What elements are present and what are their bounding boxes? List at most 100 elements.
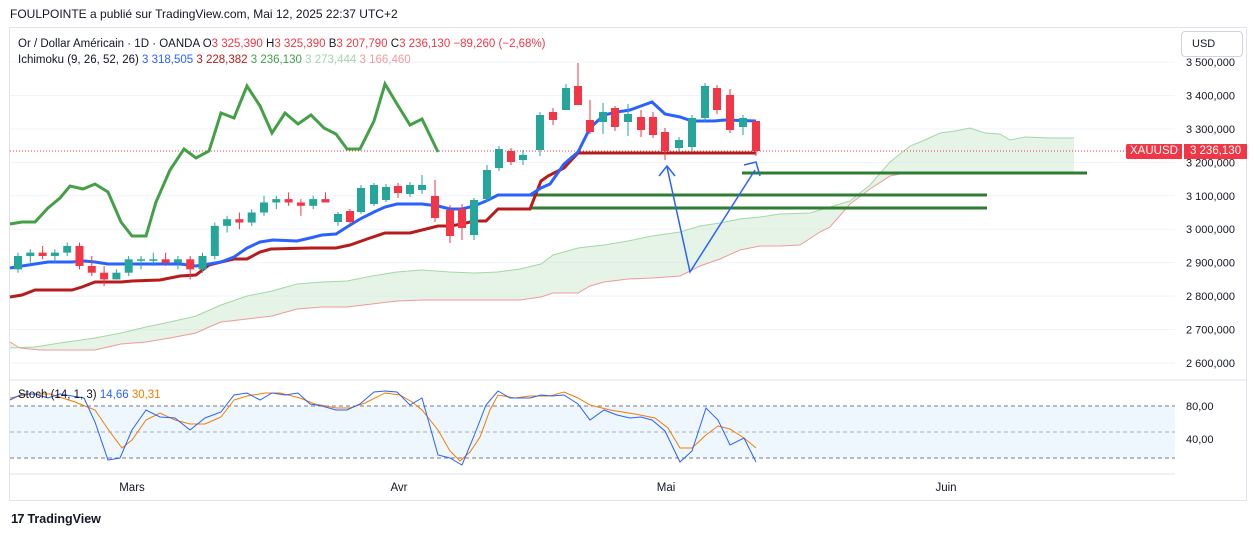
stoch-k-value: 14,66	[99, 389, 129, 401]
candle-body	[87, 266, 96, 273]
stoch-k-line	[9, 390, 757, 466]
chikou-span-line	[9, 80, 440, 238]
open-value: 3 325,390	[211, 38, 263, 50]
candle-body	[549, 112, 557, 120]
publisher-header: FOULPOINTE a publié sur TradingView.com,…	[10, 7, 398, 21]
candle-body	[14, 255, 22, 270]
candle-body	[701, 86, 709, 118]
price-tag-value: 3 236,130	[1183, 144, 1248, 159]
kijun-value: 3 228,382	[196, 54, 248, 66]
span-b-value: 3 166,460	[359, 54, 411, 66]
candle-body	[586, 120, 594, 132]
y-tick-label: 3 300,000	[1186, 124, 1235, 136]
candle-body	[161, 259, 170, 263]
instrument-name: Or / Dollar Américain · 1D · OANDA	[18, 38, 200, 50]
y-tick-label: 3 100,000	[1186, 191, 1235, 203]
candle-body	[519, 155, 527, 160]
candle-body	[186, 259, 195, 270]
candle-body	[309, 199, 318, 206]
candle-body	[284, 199, 293, 203]
candle-body	[198, 255, 207, 270]
x-tick-label: Mai	[657, 482, 676, 494]
stoch-legend[interactable]: Stoch (14, 1, 3) 14,66 30,31	[18, 389, 161, 401]
last-price-tag: XAUUSD 3 236,130	[1126, 144, 1248, 159]
candle-body	[137, 259, 145, 261]
span-a-value: 3 273,444	[305, 54, 357, 66]
stoch-tick-label: 80,00	[1186, 401, 1214, 413]
senkou-span-b-line	[9, 171, 1074, 351]
candle-body	[334, 214, 342, 222]
candle-body	[124, 259, 133, 273]
candle-body	[536, 115, 544, 150]
arrow-head-icon	[658, 164, 676, 177]
candle-body	[470, 200, 478, 235]
y-tick-label: 3 500,000	[1186, 57, 1235, 69]
candle-body	[149, 259, 158, 261]
candle-body	[507, 151, 515, 162]
candle-body	[321, 199, 330, 203]
stoch-label: Stoch (14, 1, 3)	[18, 389, 97, 401]
y-tick-label: 3 200,000	[1186, 157, 1235, 169]
candle-body	[574, 86, 582, 105]
open-label: O	[202, 38, 212, 50]
ichimoku-cloud	[9, 127, 1074, 351]
candle-body	[112, 272, 121, 280]
price-candles	[14, 63, 760, 287]
grid	[10, 61, 1175, 364]
candle-body	[726, 95, 734, 130]
tradingview-logo[interactable]: 17 TradingView	[11, 511, 101, 526]
candle-body	[562, 88, 570, 110]
candle-body	[495, 149, 503, 168]
candle-body	[223, 219, 232, 226]
low-value: 3 207,790	[336, 38, 388, 50]
candle-body	[431, 196, 439, 218]
candle-body	[357, 188, 365, 212]
support-levels	[530, 171, 1087, 210]
candle-body	[688, 118, 696, 147]
tenkan-sen-line	[9, 100, 757, 270]
candle-body	[38, 252, 47, 256]
high-label: H	[266, 38, 275, 50]
candle-body	[599, 112, 607, 122]
candle-body	[247, 212, 256, 223]
candle-body	[235, 219, 244, 223]
y-tick-label: 2 600,000	[1186, 358, 1235, 370]
ichimoku-legend-row[interactable]: Ichimoku (9, 26, 52, 26) 3 318,505 3 228…	[18, 52, 546, 68]
price-axis: 2 600,000 2 700,000 2 800,000 2 900,000 3 00…	[1186, 57, 1235, 370]
candle-body	[446, 210, 454, 236]
stoch-d-value: 30,31	[131, 389, 161, 401]
kumo-cloud	[10, 128, 1074, 350]
arrow-head-icon	[743, 161, 761, 177]
tradingview-logo-icon: 17	[11, 511, 25, 526]
y-tick-label: 2 800,000	[1186, 291, 1235, 303]
candle-body	[370, 185, 378, 204]
candle-body	[75, 245, 84, 267]
candle-body	[63, 245, 72, 253]
high-value: 3 325,390	[274, 38, 326, 50]
y-tick-label: 3 000,000	[1186, 224, 1235, 236]
low-label: B	[328, 38, 337, 50]
main-legend: Or / Dollar Américain · 1D · OANDA O3 32…	[18, 36, 546, 68]
stoch-d-line	[9, 391, 757, 462]
currency-button[interactable]: USD	[1181, 31, 1243, 57]
candle-body	[296, 202, 305, 206]
candle-body	[637, 117, 645, 130]
annotation-arrows	[658, 161, 761, 274]
candle-body	[624, 114, 632, 122]
candle-body	[661, 132, 669, 151]
candle-body	[394, 186, 402, 193]
x-tick-label: Mars	[119, 482, 145, 494]
candle-body	[50, 252, 59, 256]
price-tag-symbol: XAUUSD	[1126, 144, 1182, 159]
candle-body	[649, 117, 657, 135]
senkou-span-a-line	[9, 127, 1074, 349]
candle-body	[382, 187, 390, 200]
change-value: −89,260 (−2,68%)	[453, 38, 546, 50]
candle-body	[611, 108, 619, 127]
candle-body	[406, 185, 414, 194]
y-tick-label: 2 700,000	[1186, 325, 1235, 337]
close-value: 3 236,130	[399, 38, 451, 50]
candle-body	[675, 140, 683, 148]
candle-body	[458, 209, 466, 228]
